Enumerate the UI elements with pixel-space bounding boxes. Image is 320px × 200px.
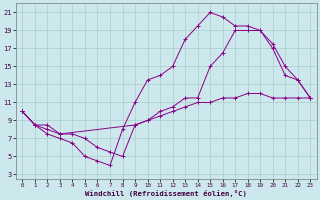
X-axis label: Windchill (Refroidissement éolien,°C): Windchill (Refroidissement éolien,°C): [85, 190, 247, 197]
